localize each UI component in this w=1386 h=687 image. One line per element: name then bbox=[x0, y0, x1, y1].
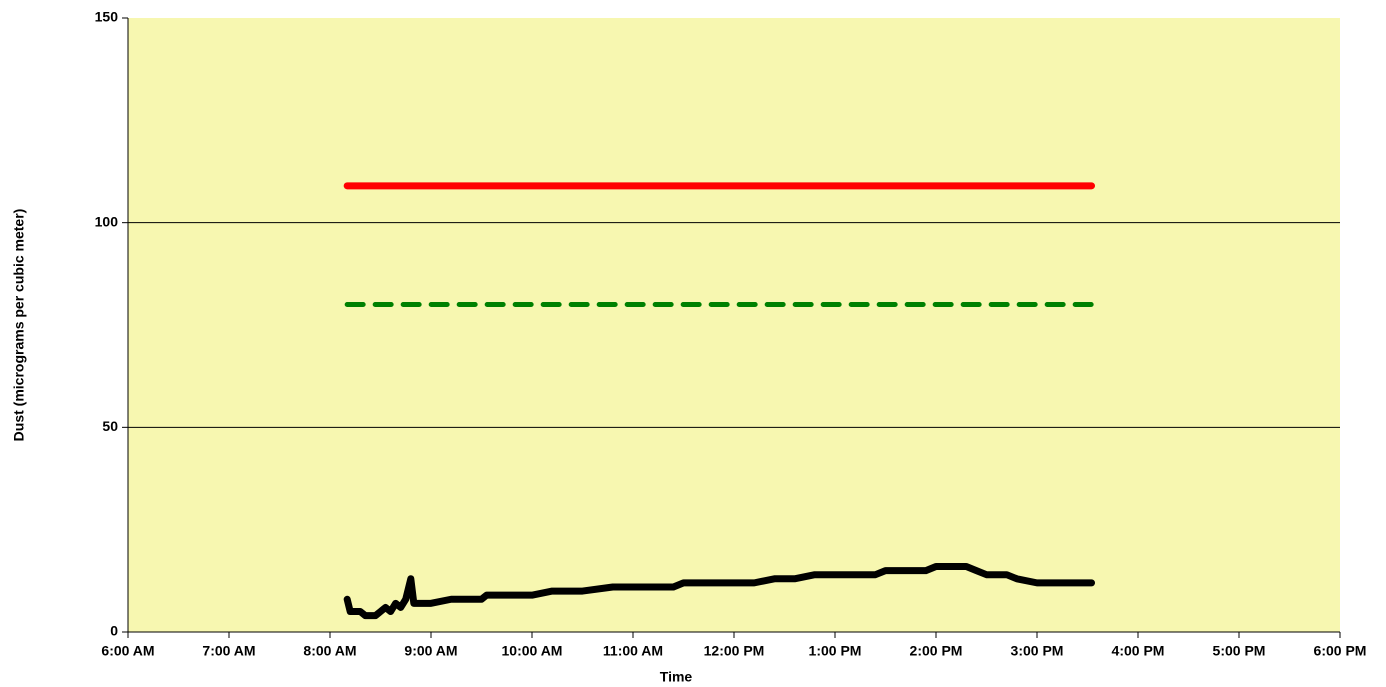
x-axis-label: Time bbox=[660, 669, 693, 685]
x-tick-label: 3:00 PM bbox=[1011, 643, 1064, 659]
x-tick-label: 5:00 PM bbox=[1213, 643, 1266, 659]
y-tick-label: 50 bbox=[102, 418, 118, 434]
x-tick-label: 10:00 AM bbox=[502, 643, 563, 659]
y-tick-label: 0 bbox=[110, 623, 118, 639]
y-tick-label: 150 bbox=[95, 9, 119, 25]
x-tick-label: 2:00 PM bbox=[910, 643, 963, 659]
x-tick-label: 6:00 AM bbox=[101, 643, 154, 659]
x-tick-label: 4:00 PM bbox=[1112, 643, 1165, 659]
x-tick-label: 11:00 AM bbox=[603, 643, 663, 659]
y-tick-label: 100 bbox=[95, 213, 119, 229]
plot-area bbox=[128, 18, 1340, 632]
x-tick-label: 6:00 PM bbox=[1314, 643, 1367, 659]
x-tick-label: 9:00 AM bbox=[404, 643, 457, 659]
x-tick-label: 1:00 PM bbox=[809, 643, 862, 659]
y-axis-label: Dust (micrograms per cubic meter) bbox=[11, 209, 27, 442]
x-tick-label: 12:00 PM bbox=[704, 643, 765, 659]
data-line bbox=[343, 563, 1096, 620]
x-tick-label: 7:00 AM bbox=[202, 643, 255, 659]
x-tick-label: 8:00 AM bbox=[303, 643, 356, 659]
